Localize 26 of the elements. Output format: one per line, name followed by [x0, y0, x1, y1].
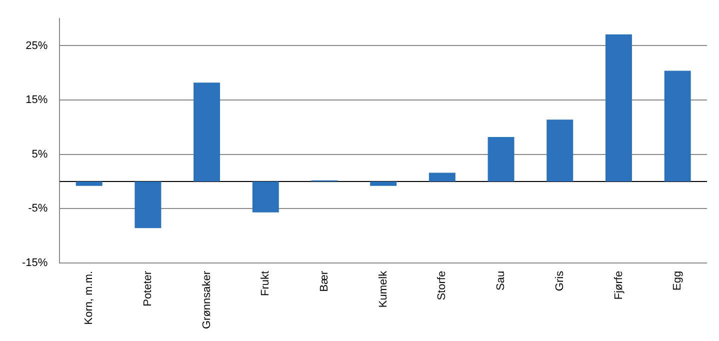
x-tick-label: Kumelk — [377, 270, 390, 308]
bar — [605, 34, 632, 182]
y-tick-label: 15% — [26, 94, 48, 106]
x-tick-label: Grønnsaker — [200, 270, 213, 330]
bar — [370, 181, 397, 186]
y-tick-label: 5% — [32, 148, 48, 160]
x-tick-label: Korn, m.m. — [83, 270, 96, 325]
bar — [134, 181, 162, 228]
y-tick-label: -15% — [22, 256, 48, 269]
bar — [252, 181, 279, 212]
x-tick-label: Fjørfe — [612, 270, 625, 300]
y-tick-label: -5% — [28, 202, 48, 215]
y-tick-label: 25% — [26, 40, 48, 52]
bar — [488, 136, 514, 182]
bar — [546, 120, 574, 182]
x-tick-label: Poteter — [142, 270, 154, 306]
bar — [428, 172, 456, 182]
x-tick-label: Storfe — [436, 270, 448, 300]
x-tick-label: Bær — [318, 270, 331, 292]
bar — [664, 70, 691, 182]
bar — [194, 82, 220, 182]
x-tick-label: Sau — [495, 270, 508, 291]
x-tick-label: Frukt — [260, 270, 272, 296]
x-tick-label: Gris — [554, 270, 566, 292]
x-tick-label: Egg — [672, 270, 684, 291]
bar — [76, 181, 102, 186]
